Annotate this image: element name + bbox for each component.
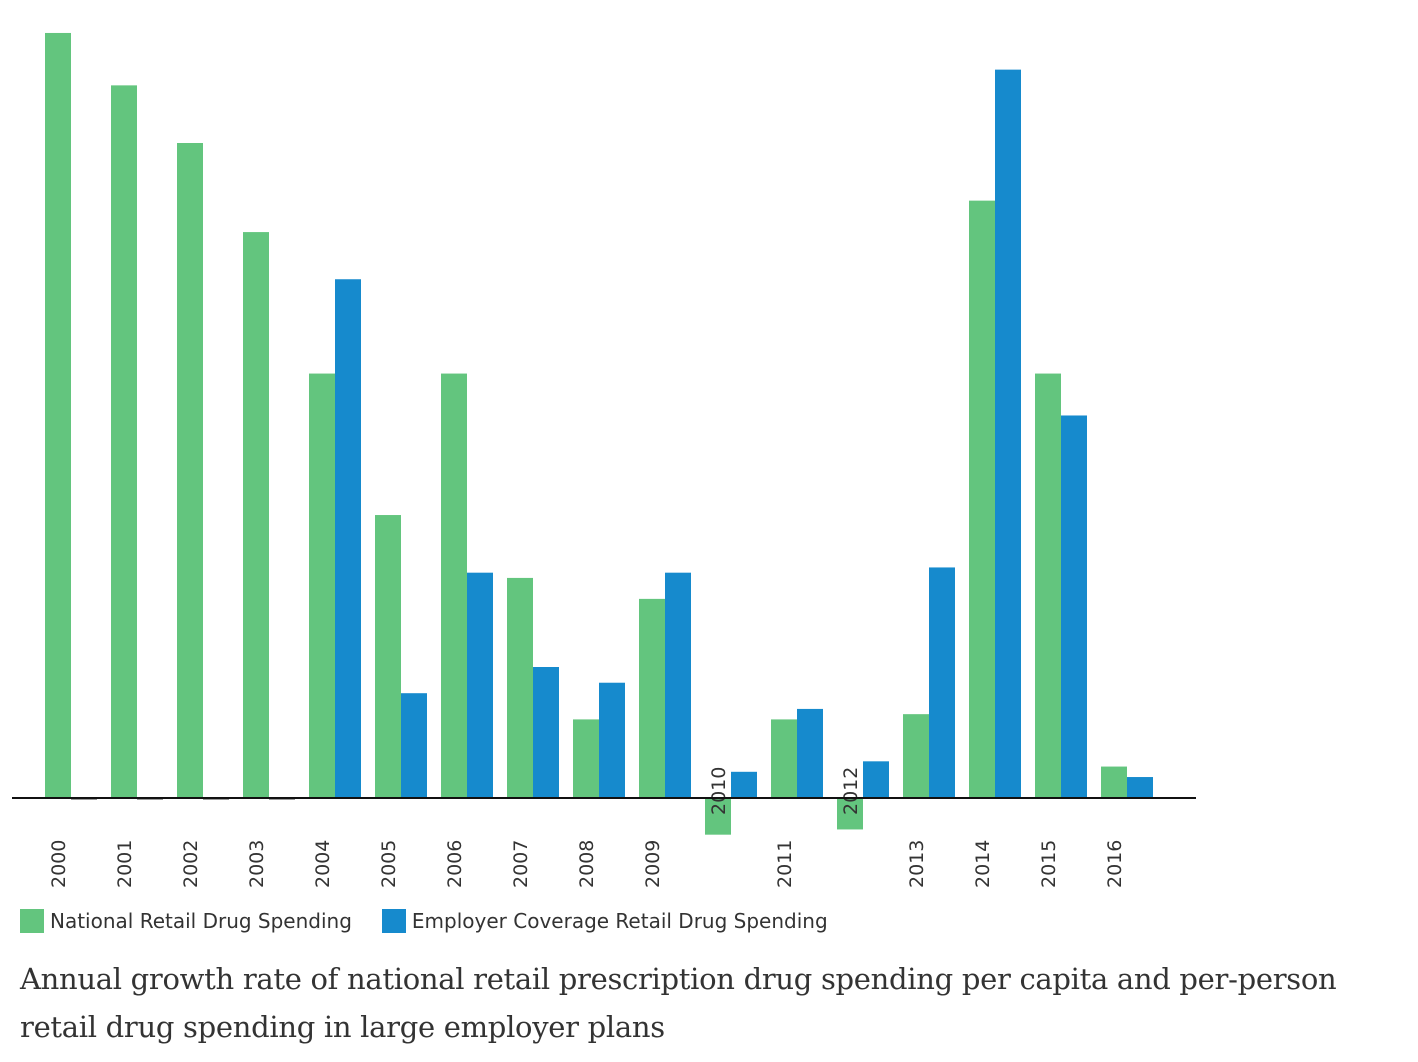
x-tick-label: 2013 <box>906 840 928 888</box>
x-tick-label: 2007 <box>510 840 532 888</box>
bar-employer-2007 <box>533 667 559 798</box>
x-tick-label: 2012 <box>840 767 862 815</box>
bar-employer-2008 <box>599 682 625 798</box>
bar-national-2000 <box>45 32 71 798</box>
x-tick-label: 2003 <box>246 840 268 888</box>
x-tick-label: 2010 <box>708 767 730 815</box>
bar-employer-2004 <box>335 279 361 798</box>
bar-national-2015 <box>1035 373 1061 798</box>
legend-label-employer: Employer Coverage Retail Drug Spending <box>411 909 828 933</box>
bar-national-2013 <box>903 714 929 798</box>
legend-item-employer: Employer Coverage Retail Drug Spending <box>381 909 828 933</box>
bar-national-2007 <box>507 577 533 798</box>
chart-title: Annual growth rate of national retail pr… <box>20 962 1337 1044</box>
bar-employer-2016 <box>1127 777 1153 798</box>
bar-employer-2013 <box>929 567 955 798</box>
legend: National Retail Drug Spending Employer C… <box>20 909 858 933</box>
bar-national-2012 <box>837 798 863 830</box>
bar-national-2008 <box>573 719 599 798</box>
legend-item-national: National Retail Drug Spending <box>20 909 352 933</box>
bar-national-2005 <box>375 515 401 798</box>
bar-employer-2009 <box>665 572 691 798</box>
x-tick-label: 2005 <box>378 840 400 888</box>
bar-national-2014 <box>969 200 995 798</box>
bar-national-2006 <box>441 373 467 798</box>
bar-employer-2015 <box>1061 415 1087 798</box>
bar-national-2002 <box>177 143 203 798</box>
bar-chart: 2000 2001 2002 2003 2004 2005 2006 2007 2008 2009… <box>12 32 1196 888</box>
bar-employer-2011 <box>797 708 823 798</box>
bar-employer-2014 <box>995 69 1021 798</box>
legend-label-national: National Retail Drug Spending <box>50 909 352 933</box>
bar-national-2003 <box>243 232 269 798</box>
x-tick-label: 2008 <box>576 840 598 888</box>
x-tick-label: 2000 <box>48 840 70 888</box>
x-tick-label: 2006 <box>444 840 466 888</box>
x-tick-label: 2016 <box>1104 840 1126 888</box>
x-tick-label: 2001 <box>114 840 136 888</box>
legend-swatch-national <box>20 909 44 933</box>
bar-national-2016 <box>1101 766 1127 798</box>
x-tick-label: 2009 <box>642 840 664 888</box>
bar-national-2001 <box>111 85 137 799</box>
bar-employer-2005 <box>401 693 427 798</box>
x-tick-label: 2004 <box>312 840 334 888</box>
bar-national-2004 <box>309 373 335 798</box>
bar-national-2011 <box>771 719 797 798</box>
x-tick-label: 2011 <box>774 840 796 888</box>
x-tick-label: 2002 <box>180 840 202 888</box>
legend-swatch-employer <box>381 909 406 933</box>
bar-employer-2012 <box>863 761 889 798</box>
x-tick-label: 2015 <box>1038 840 1060 888</box>
bar-employer-2006 <box>467 572 493 798</box>
bar-employer-2010 <box>731 771 757 798</box>
bar-national-2010 <box>705 798 731 835</box>
x-tick-label: 2014 <box>972 840 994 888</box>
bar-national-2009 <box>639 598 665 798</box>
